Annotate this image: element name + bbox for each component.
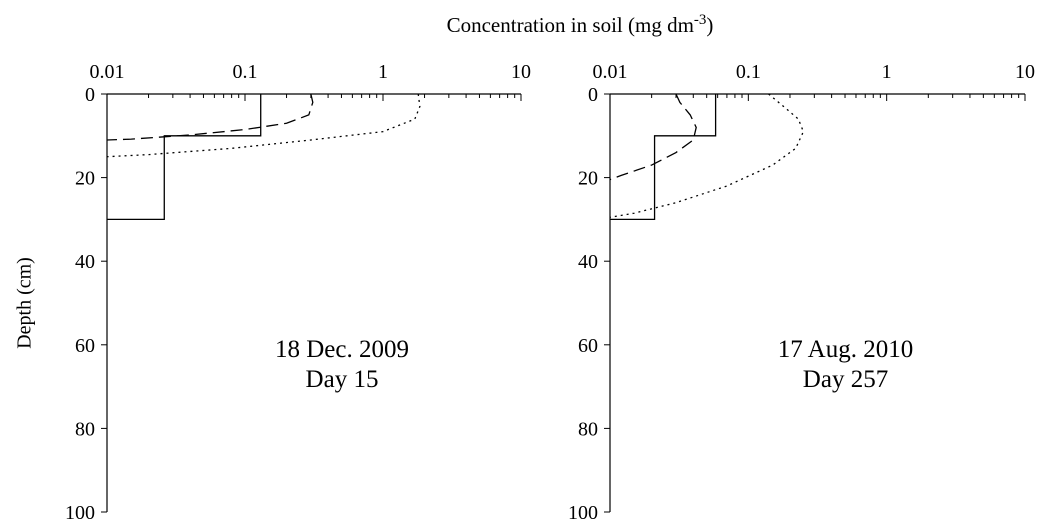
y-tick-label: 100 — [568, 502, 598, 519]
x-tick-label: 10 — [1015, 61, 1035, 83]
annotation: 17 Aug. 2010 — [778, 336, 913, 363]
series-line — [106, 93, 421, 158]
y-tick-label: 80 — [578, 418, 598, 440]
annotation: Day 15 — [306, 366, 379, 393]
chart-title: Concentration in soil (mg dm-3) — [447, 12, 714, 37]
x-tick-label: 1 — [882, 61, 892, 83]
y-tick-label: 20 — [578, 168, 598, 190]
series-line — [610, 94, 717, 221]
y-tick-label: 0 — [85, 84, 95, 106]
annotation: Day 257 — [803, 366, 888, 393]
y-tick-label: 60 — [578, 335, 598, 357]
title-text: Concentration in soil (mg dm — [447, 13, 694, 37]
y-tick-label: 40 — [578, 251, 598, 273]
y-tick-label: 20 — [75, 168, 95, 190]
x-tick-label: 1 — [378, 61, 388, 83]
y-tick-label: 100 — [65, 502, 95, 519]
series-line — [107, 94, 262, 221]
y-tick-label: 0 — [588, 84, 598, 106]
x-tick-label: 0.01 — [593, 61, 628, 83]
annotation: 18 Dec. 2009 — [275, 336, 409, 363]
y-axis-label: Depth (cm) — [14, 257, 36, 349]
x-tick-label: 0.01 — [90, 61, 125, 83]
title-superscript: -3 — [694, 12, 707, 28]
x-tick-label: 0.1 — [736, 61, 761, 83]
y-tick-label: 60 — [75, 335, 95, 357]
series-line — [106, 93, 314, 141]
y-tick-label: 80 — [75, 418, 95, 440]
title-end: ) — [706, 13, 713, 37]
series-line — [609, 93, 697, 181]
y-tick-label: 40 — [75, 251, 95, 273]
series-line — [609, 93, 805, 218]
x-tick-label: 0.1 — [233, 61, 258, 83]
x-tick-label: 10 — [511, 61, 531, 83]
